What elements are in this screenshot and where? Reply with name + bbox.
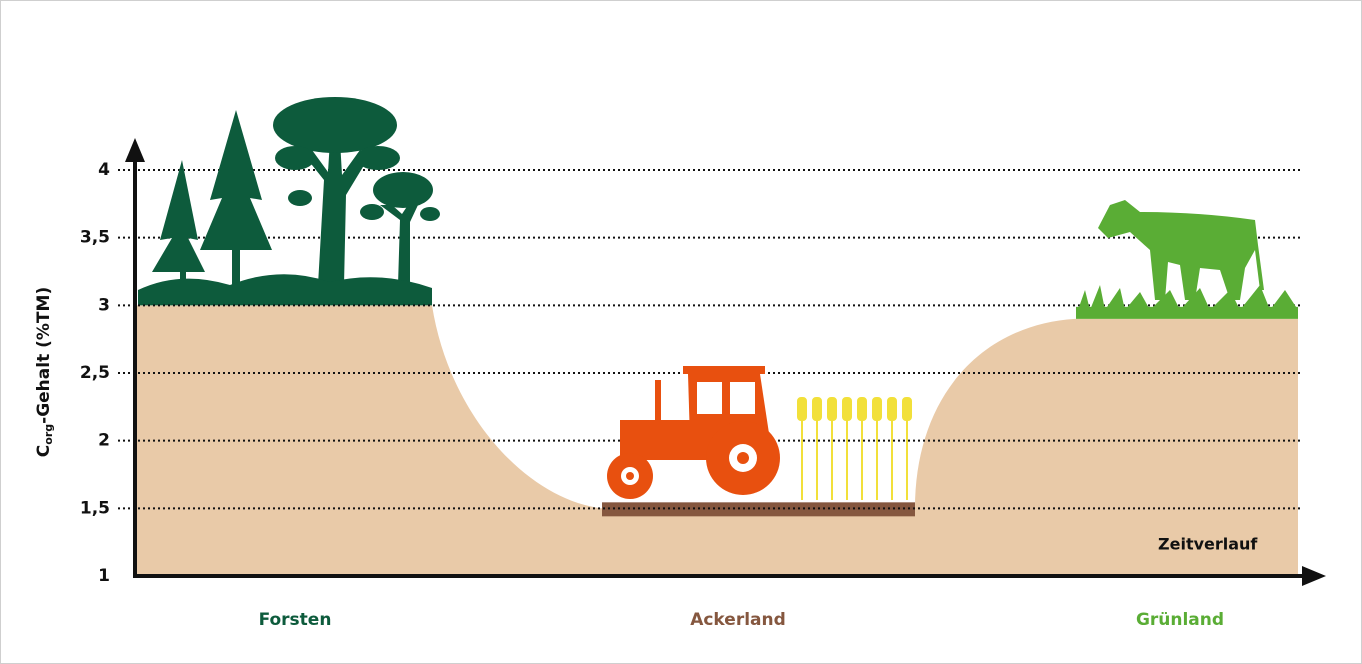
- y-label-rest: -Gehalt (%TM): [34, 287, 54, 424]
- y-tick-label: 1,5: [80, 498, 110, 518]
- chart: Zeitverlauf Corg-Gehalt (%TM) 1 1,5 2 2,5 3 3…: [0, 0, 1362, 664]
- y-label-sub: org: [42, 424, 55, 445]
- y-label-main: C: [34, 445, 54, 457]
- category-label: Forsten: [259, 610, 332, 630]
- y-tick-label: 3,5: [80, 228, 110, 248]
- y-tick-label: 1: [98, 566, 110, 586]
- category-label: Ackerland: [690, 610, 786, 630]
- y-tick-label: 4: [98, 160, 110, 180]
- y-tick-label: 2: [98, 431, 110, 451]
- y-tick-label: 2,5: [80, 363, 110, 383]
- land-strip: [602, 502, 915, 516]
- x-axis-label: Zeitverlauf: [1158, 535, 1258, 554]
- y-tick-label: 3: [98, 295, 110, 315]
- category-label: Grünland: [1136, 610, 1224, 630]
